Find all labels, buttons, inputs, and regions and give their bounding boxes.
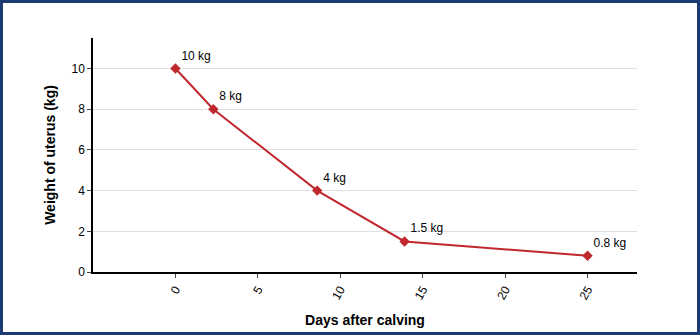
svg-text:Weight of uterus (kg): Weight of uterus (kg) [42, 85, 58, 225]
svg-text:0.8 kg: 0.8 kg [594, 236, 627, 250]
svg-text:4 kg: 4 kg [323, 171, 346, 185]
svg-text:8 kg: 8 kg [219, 89, 242, 103]
svg-text:2: 2 [78, 225, 85, 239]
svg-text:6: 6 [78, 143, 85, 157]
svg-text:4: 4 [78, 184, 85, 198]
svg-text:0: 0 [78, 265, 85, 279]
svg-text:25: 25 [577, 283, 596, 302]
svg-text:10: 10 [329, 283, 348, 302]
svg-text:15: 15 [412, 283, 431, 302]
svg-text:0: 0 [168, 283, 184, 296]
svg-text:5: 5 [250, 283, 266, 296]
svg-text:10: 10 [71, 62, 85, 76]
svg-text:10 kg: 10 kg [181, 49, 210, 63]
svg-text:8: 8 [78, 102, 85, 116]
svg-text:20: 20 [494, 283, 513, 302]
svg-text:Days after calving: Days after calving [305, 312, 425, 328]
svg-text:1.5 kg: 1.5 kg [411, 221, 444, 235]
